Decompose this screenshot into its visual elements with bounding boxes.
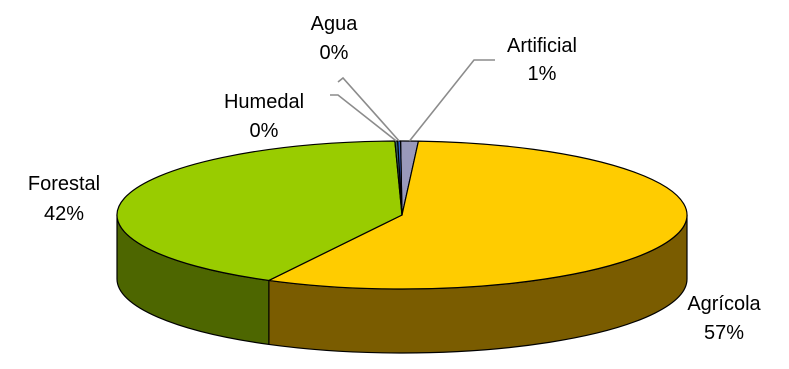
slice-agricola xyxy=(268,140,688,290)
label-humedal: Humedal 0% xyxy=(224,91,304,142)
label-humedal-name: Humedal xyxy=(224,91,304,113)
label-agricola: Agrícola 57% xyxy=(687,293,761,344)
label-forestal-value: 42% xyxy=(44,203,84,225)
label-artificial-name: Artificial xyxy=(507,35,577,57)
slice-agua xyxy=(397,140,403,216)
leader-line-humedal xyxy=(330,94,397,142)
label-forestal-name: Forestal xyxy=(28,173,100,195)
label-agua-value: 0% xyxy=(320,42,349,64)
label-agricola-name: Agrícola xyxy=(687,293,761,315)
label-agua-name: Agua xyxy=(311,13,359,35)
label-forestal: Forestal 42% xyxy=(28,173,100,225)
leader-line-artificial xyxy=(408,59,495,142)
label-agricola-value: 57% xyxy=(704,322,744,344)
label-artificial: Artificial 1% xyxy=(507,35,577,85)
slice-forestal xyxy=(116,140,403,282)
label-agua: Agua 0% xyxy=(311,13,359,64)
pie-slices xyxy=(116,140,688,290)
leader-lines xyxy=(330,59,495,142)
label-artificial-value: 1% xyxy=(528,63,557,85)
leader-line-agua xyxy=(337,76,400,142)
label-humedal-value: 0% xyxy=(250,120,279,142)
